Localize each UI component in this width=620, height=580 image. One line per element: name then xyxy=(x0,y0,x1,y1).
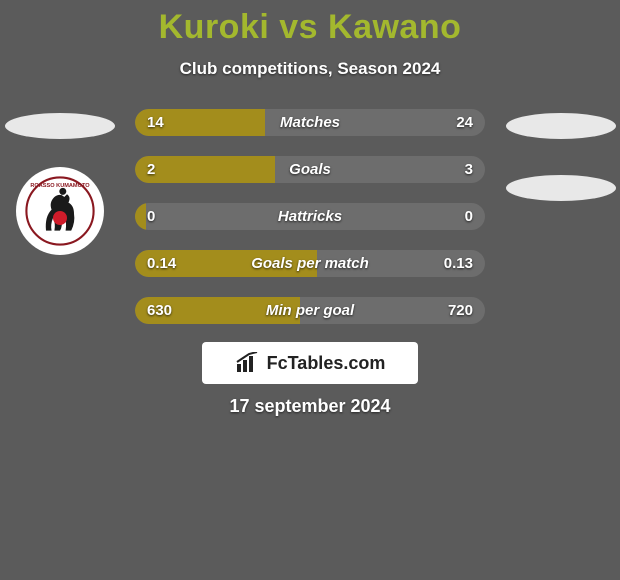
stat-bar: 1424Matches xyxy=(135,109,485,136)
svg-text:ROASSO KUMAMOTO: ROASSO KUMAMOTO xyxy=(30,183,90,189)
date-text: 17 september 2024 xyxy=(0,396,620,417)
stat-bars: 1424Matches 23Goals 00Hattricks 0.140.13Goa… xyxy=(135,109,485,324)
bar-chart-icon xyxy=(235,352,261,374)
comparison-infographic: Kuroki vs Kawano Club competitions, Seas… xyxy=(0,0,620,417)
team-logo-left: ROASSO KUMAMOTO xyxy=(16,167,104,255)
stat-bar: 00Hattricks xyxy=(135,203,485,230)
stat-label: Goals per match xyxy=(135,250,485,277)
stat-bar: 630720Min per goal xyxy=(135,297,485,324)
stat-bar: 23Goals xyxy=(135,156,485,183)
player-left-column: ROASSO KUMAMOTO xyxy=(0,109,119,255)
stat-label: Matches xyxy=(135,109,485,136)
stat-label: Hattricks xyxy=(135,203,485,230)
player-right-nameplate-1 xyxy=(506,113,616,139)
subtitle: Club competitions, Season 2024 xyxy=(0,59,620,79)
stat-bar: 0.140.13Goals per match xyxy=(135,250,485,277)
player-right-nameplate-2 xyxy=(506,175,616,201)
page-title: Kuroki vs Kawano xyxy=(0,8,620,47)
stat-label: Goals xyxy=(135,156,485,183)
brand-text: FcTables.com xyxy=(267,353,386,374)
stat-label: Min per goal xyxy=(135,297,485,324)
main-row: ROASSO KUMAMOTO 1424Matches 23Goals 00Hatt… xyxy=(0,109,620,324)
player-left-nameplate xyxy=(5,113,115,139)
brand-box: FcTables.com xyxy=(202,342,418,384)
player-right-column xyxy=(501,109,620,201)
horse-rider-logo-icon: ROASSO KUMAMOTO xyxy=(25,176,95,246)
